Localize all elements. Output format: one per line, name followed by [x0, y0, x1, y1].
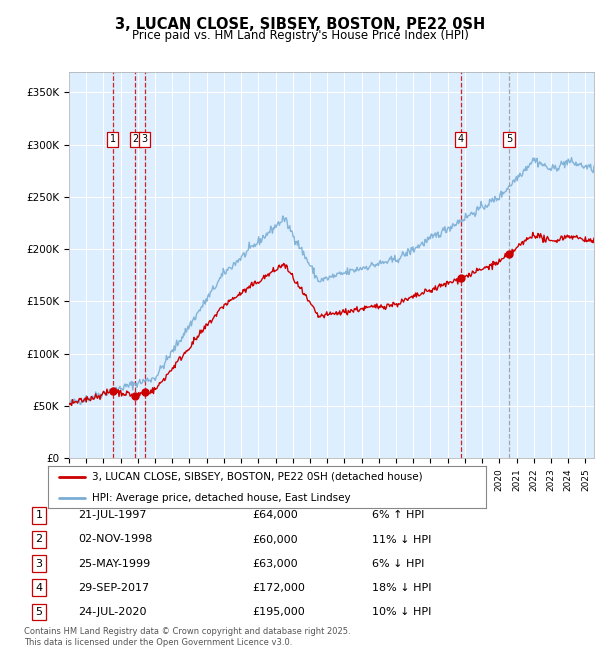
Text: 3, LUCAN CLOSE, SIBSEY, BOSTON, PE22 0SH (detached house): 3, LUCAN CLOSE, SIBSEY, BOSTON, PE22 0SH… [92, 472, 422, 482]
Text: 4: 4 [458, 135, 464, 144]
Text: 3: 3 [142, 135, 148, 144]
Text: Price paid vs. HM Land Registry's House Price Index (HPI): Price paid vs. HM Land Registry's House … [131, 29, 469, 42]
Text: 1: 1 [110, 135, 116, 144]
Text: HPI: Average price, detached house, East Lindsey: HPI: Average price, detached house, East… [92, 493, 350, 502]
Text: 21-JUL-1997: 21-JUL-1997 [78, 510, 146, 521]
Text: 24-JUL-2020: 24-JUL-2020 [78, 606, 146, 617]
Text: £64,000: £64,000 [252, 510, 298, 521]
Text: 4: 4 [35, 582, 43, 593]
Text: £63,000: £63,000 [252, 558, 298, 569]
Text: £60,000: £60,000 [252, 534, 298, 545]
Text: £195,000: £195,000 [252, 606, 305, 617]
Text: 29-SEP-2017: 29-SEP-2017 [78, 582, 149, 593]
Text: 5: 5 [506, 135, 512, 144]
Text: 5: 5 [35, 606, 43, 617]
Text: 3, LUCAN CLOSE, SIBSEY, BOSTON, PE22 0SH: 3, LUCAN CLOSE, SIBSEY, BOSTON, PE22 0SH [115, 16, 485, 32]
Text: £172,000: £172,000 [252, 582, 305, 593]
Text: 02-NOV-1998: 02-NOV-1998 [78, 534, 152, 545]
Text: Contains HM Land Registry data © Crown copyright and database right 2025.
This d: Contains HM Land Registry data © Crown c… [24, 627, 350, 647]
Text: 18% ↓ HPI: 18% ↓ HPI [372, 582, 431, 593]
Text: 6% ↓ HPI: 6% ↓ HPI [372, 558, 424, 569]
Text: 25-MAY-1999: 25-MAY-1999 [78, 558, 150, 569]
Text: 11% ↓ HPI: 11% ↓ HPI [372, 534, 431, 545]
Text: 2: 2 [35, 534, 43, 545]
Text: 10% ↓ HPI: 10% ↓ HPI [372, 606, 431, 617]
Text: 6% ↑ HPI: 6% ↑ HPI [372, 510, 424, 521]
Text: 2: 2 [132, 135, 138, 144]
Text: 1: 1 [35, 510, 43, 521]
Text: 3: 3 [35, 558, 43, 569]
